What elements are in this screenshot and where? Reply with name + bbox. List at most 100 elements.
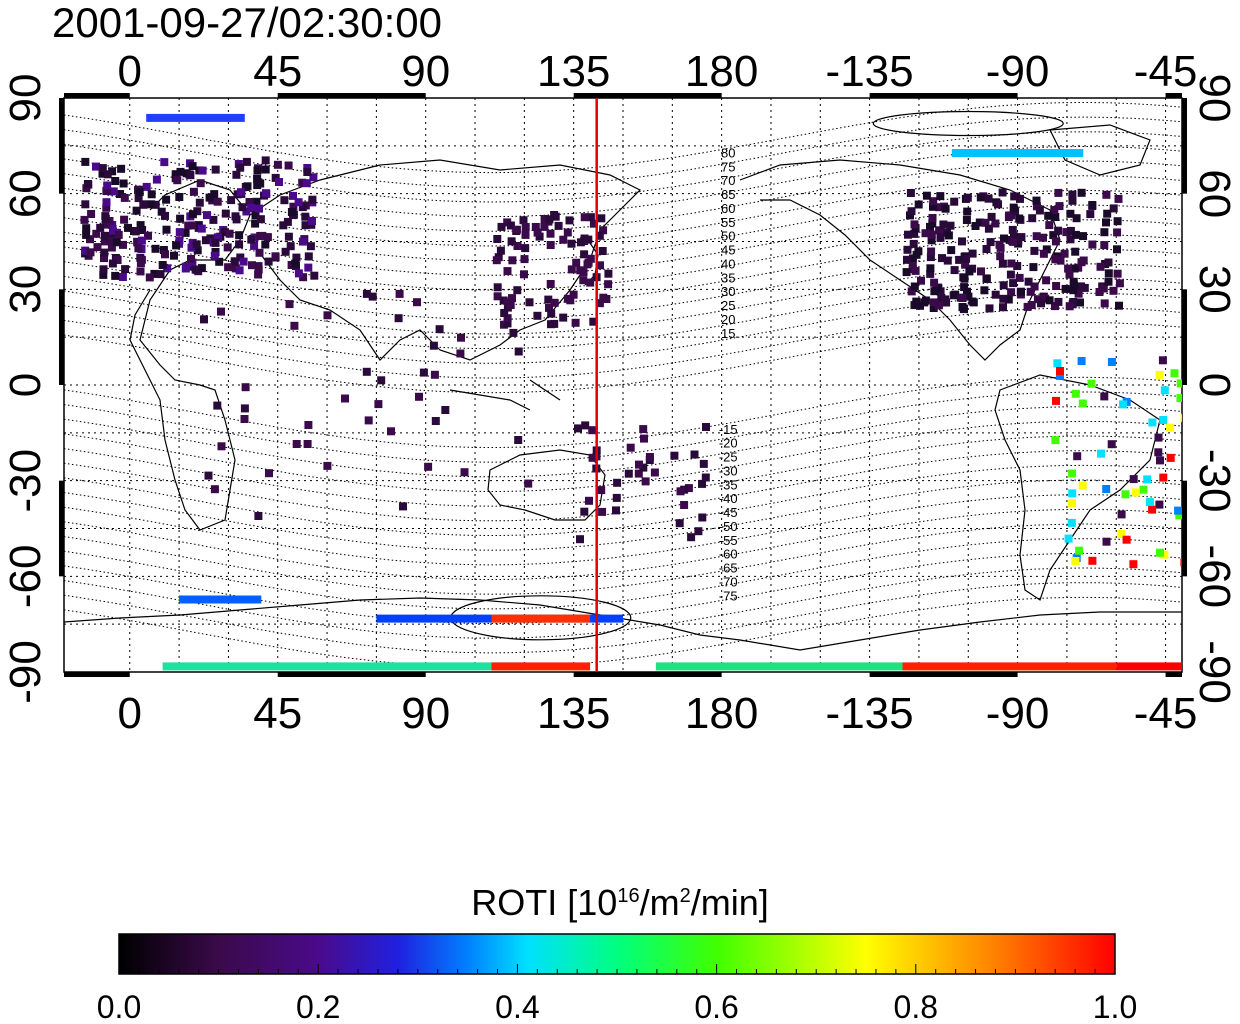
roti-cell xyxy=(215,257,224,266)
roti-cell xyxy=(82,224,91,233)
roti-cell xyxy=(958,294,967,302)
mlat-label: -75 xyxy=(719,588,738,603)
roti-cell xyxy=(271,252,280,261)
roti-cell xyxy=(195,198,204,207)
roti-cell xyxy=(1087,379,1096,388)
roti-cell xyxy=(1154,433,1163,442)
roti-cell xyxy=(92,229,101,238)
roti-cell xyxy=(247,204,256,212)
roti-cell xyxy=(702,423,710,431)
roti-cell xyxy=(255,248,264,257)
roti-cell xyxy=(576,535,584,544)
roti-cell xyxy=(1065,302,1074,311)
mlat-contour xyxy=(64,464,1182,537)
roti-cell xyxy=(1064,264,1073,273)
roti-band xyxy=(146,113,245,122)
roti-cell xyxy=(133,237,142,246)
mlat-contour xyxy=(64,596,1182,669)
roti-cell xyxy=(230,257,239,266)
roti-cell xyxy=(281,247,290,256)
roti-cell xyxy=(1104,277,1113,286)
roti-cell xyxy=(1061,284,1070,293)
roti-cell xyxy=(100,237,109,246)
roti-cell xyxy=(261,165,270,174)
roti-cell xyxy=(1029,263,1038,272)
roti-cell xyxy=(131,227,140,236)
roti-cell xyxy=(265,469,273,478)
roti-cell xyxy=(81,157,90,166)
colorbar-label-exp2: 2 xyxy=(679,885,691,907)
roti-cell xyxy=(604,269,613,278)
roti-cell xyxy=(1122,535,1131,544)
roti-cell xyxy=(639,425,648,434)
roti-cell xyxy=(512,225,521,234)
roti-cell xyxy=(413,298,421,307)
roti-cell xyxy=(206,234,215,243)
mlat-contour xyxy=(64,523,1182,595)
roti-cell xyxy=(980,286,989,295)
roti-cell xyxy=(975,218,984,227)
roti-cell xyxy=(1071,247,1080,256)
frame-bar-right xyxy=(1182,289,1187,385)
roti-cell xyxy=(588,426,597,435)
roti-cell xyxy=(99,265,108,274)
roti-cell xyxy=(640,434,648,443)
roti-cell xyxy=(254,262,263,271)
colorbar-label-prefix: ROTI [10 xyxy=(471,882,618,923)
roti-cell xyxy=(959,273,968,282)
roti-cell xyxy=(911,224,920,233)
lat-tick-label: 60 xyxy=(1190,169,1239,218)
roti-band xyxy=(951,149,1084,157)
roti-cell xyxy=(1030,246,1039,255)
roti-cell xyxy=(294,269,303,278)
roti-cell xyxy=(520,255,529,264)
lon-tick-label: 90 xyxy=(401,47,450,96)
mlat-label: -45 xyxy=(719,505,738,520)
roti-cell xyxy=(1027,301,1036,309)
roti-cell xyxy=(1159,473,1168,482)
roti-cell xyxy=(1074,289,1083,298)
roti-cell xyxy=(963,207,972,216)
roti-cell xyxy=(1099,284,1108,293)
roti-cell xyxy=(1113,228,1122,237)
roti-cell xyxy=(193,246,202,255)
right-latitude-ticks: 90 60 30 0 -30 -60 -90 xyxy=(1190,74,1239,704)
roti-cell xyxy=(574,424,582,433)
roti-cell xyxy=(289,202,298,211)
roti-cell xyxy=(1117,530,1126,538)
roti-cell xyxy=(903,255,911,264)
roti-cell xyxy=(928,219,937,228)
roti-cell xyxy=(205,193,214,202)
roti-cell xyxy=(116,190,124,198)
frame-bar-bottom xyxy=(277,672,426,677)
roti-cell xyxy=(429,341,438,350)
roti-cell xyxy=(1143,475,1152,484)
mlat-label: -50 xyxy=(719,519,738,534)
roti-cell xyxy=(916,301,924,310)
roti-cell xyxy=(598,507,607,516)
roti-cell xyxy=(1086,210,1095,219)
roti-cell xyxy=(684,484,693,493)
mlat-label: 25 xyxy=(721,298,735,313)
roti-cell xyxy=(92,162,100,171)
mlat-contour xyxy=(64,508,1182,581)
roti-cell xyxy=(1129,475,1138,484)
roti-cell xyxy=(927,230,936,239)
roti-cell xyxy=(1056,256,1065,265)
roti-cell xyxy=(1010,232,1018,241)
colorbar-tick-label: 0.4 xyxy=(495,989,539,1024)
lon-tick-label: 0 xyxy=(118,47,142,96)
roti-cell xyxy=(210,190,219,199)
roti-cell xyxy=(362,289,371,298)
roti-cell xyxy=(109,187,118,196)
roti-cell xyxy=(961,260,970,269)
colorbar-tick-label: 0.2 xyxy=(296,989,340,1024)
roti-cell xyxy=(213,401,222,410)
mlat-label: -35 xyxy=(719,477,738,492)
roti-cell xyxy=(301,221,310,230)
roti-band xyxy=(491,614,591,623)
roti-cell xyxy=(519,216,528,225)
roti-cell xyxy=(1180,558,1182,567)
mlat-label: -20 xyxy=(719,436,738,451)
roti-cell xyxy=(612,506,620,515)
